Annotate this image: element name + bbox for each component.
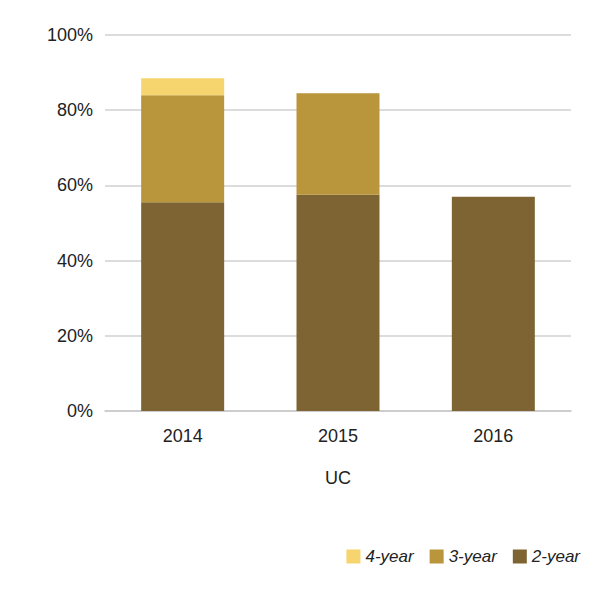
svg-text:2014: 2014 [163,426,203,446]
svg-text:0%: 0% [67,401,93,421]
svg-text:3-year: 3-year [449,547,499,566]
svg-text:2-year: 2-year [531,547,582,566]
svg-text:100%: 100% [47,25,93,45]
svg-text:80%: 80% [57,100,93,120]
svg-text:4-year: 4-year [365,547,415,566]
svg-text:40%: 40% [57,251,93,271]
svg-text:60%: 60% [57,175,93,195]
svg-text:2015: 2015 [318,426,358,446]
svg-text:20%: 20% [57,326,93,346]
svg-text:UC: UC [325,468,351,488]
svg-text:2016: 2016 [473,426,513,446]
